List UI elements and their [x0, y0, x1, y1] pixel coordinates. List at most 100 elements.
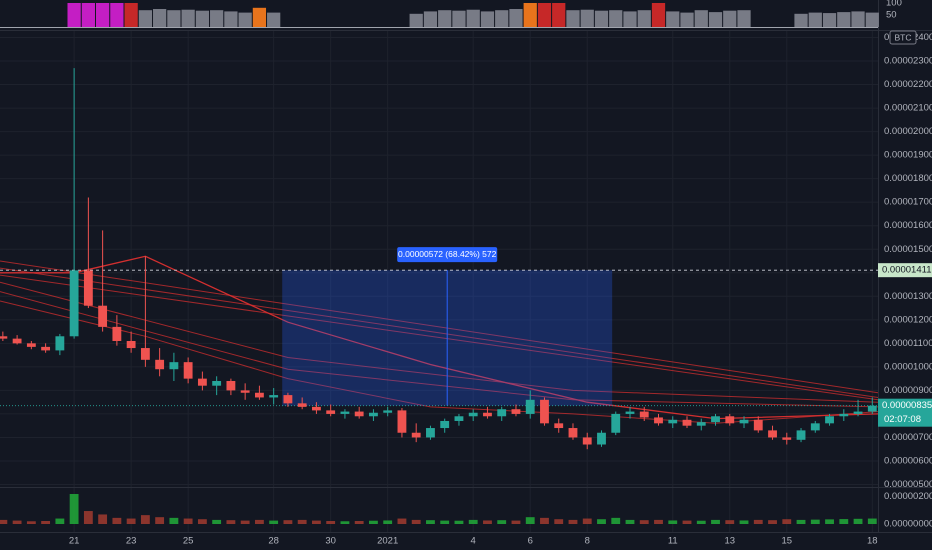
volume-bar	[41, 521, 51, 524]
volume-bar	[468, 519, 478, 524]
candle-body	[796, 430, 806, 440]
ribbon-line	[0, 274, 878, 401]
volume-bar	[497, 520, 507, 524]
volume-bar	[55, 518, 65, 524]
volume-bar	[540, 517, 549, 524]
indicator-bar	[666, 11, 680, 27]
candle-body	[55, 336, 65, 351]
indicator-bar	[822, 13, 837, 27]
indicator-bar	[466, 9, 480, 27]
volume-bar	[525, 517, 535, 524]
volume-tick-label: 0.00000000	[884, 519, 932, 530]
volume-bar	[582, 518, 592, 524]
volume-bar	[226, 520, 236, 524]
candle-body	[126, 340, 136, 349]
candle-body	[426, 428, 435, 438]
candle-body	[725, 416, 735, 424]
candle-body	[810, 423, 820, 431]
candle-body	[454, 416, 464, 421]
ribbon-line	[0, 291, 878, 408]
candle-body	[483, 412, 492, 417]
last-price-label: 0.00000835	[882, 400, 932, 411]
indicator-bar	[708, 12, 723, 27]
indicator-bar	[794, 13, 808, 27]
volume-bar	[126, 518, 136, 524]
indicator-bar	[252, 7, 267, 28]
x-tick-label: 28	[268, 536, 279, 547]
crosshair-price-tag	[878, 263, 932, 278]
currency-label: BTC	[895, 32, 912, 42]
volume-bar	[568, 519, 578, 524]
candle-body	[397, 410, 407, 433]
candle-body	[597, 432, 606, 445]
indicator-bar	[637, 10, 651, 27]
candle-body	[468, 412, 478, 417]
volume-bar	[98, 514, 108, 524]
candle-body	[12, 338, 22, 344]
candle-body	[169, 362, 179, 370]
candle-body	[354, 411, 364, 417]
candle-body	[711, 416, 720, 423]
volume-bar	[26, 521, 36, 524]
volume-bar	[711, 519, 720, 524]
volume-bar	[212, 519, 222, 524]
y-tick-label: 0.00000900	[884, 385, 932, 396]
candle-body	[340, 411, 350, 414]
volume-bar	[426, 520, 435, 524]
volume-bar	[197, 519, 207, 524]
volume-bar	[283, 520, 293, 524]
volume-bar	[782, 519, 792, 524]
countdown-label: 02:07:08	[884, 414, 921, 425]
volume-bar	[796, 519, 806, 524]
volume-bar	[155, 517, 165, 524]
volume-bar	[240, 520, 250, 524]
candle-body	[83, 270, 93, 306]
volume-bar	[554, 519, 564, 524]
candle-body	[625, 411, 635, 414]
volume-bar	[83, 511, 93, 524]
x-tick-label: 15	[781, 536, 792, 547]
indicator-bar	[67, 3, 81, 27]
indicator-bar	[680, 12, 694, 27]
indicator-bar	[566, 10, 580, 27]
volume-bar	[12, 520, 22, 524]
candle-body	[525, 399, 535, 414]
candle-body	[112, 326, 122, 341]
indicator-bar	[694, 10, 708, 27]
volume-bar	[369, 520, 378, 524]
indicator-bar	[723, 10, 737, 27]
indicator-bar	[580, 9, 594, 27]
candle-body	[197, 378, 207, 386]
candle-body	[540, 399, 549, 424]
candle-body	[240, 390, 250, 393]
candle-body	[269, 395, 279, 398]
volume-bar	[69, 494, 79, 524]
candle-body	[654, 417, 663, 424]
currency-badge	[889, 30, 917, 45]
candle-body	[568, 428, 578, 438]
indicator-bar	[124, 3, 138, 27]
candle-body	[369, 412, 378, 417]
volume-bar	[668, 520, 678, 524]
x-tick-label: 2021	[377, 536, 398, 547]
volume-bar	[440, 520, 450, 524]
volume-bar	[739, 520, 749, 524]
candle-body	[682, 419, 692, 426]
volume-bar	[0, 519, 8, 524]
indicator-tick-label: 50	[886, 10, 897, 21]
x-tick-label: 21	[69, 536, 80, 547]
volume-bar	[696, 520, 706, 524]
indicator-bar	[509, 9, 523, 27]
candle-body	[511, 409, 521, 414]
x-tick-label: 30	[325, 536, 336, 547]
candle-body	[611, 413, 621, 433]
volume-bar	[483, 520, 492, 524]
indicator-bar	[865, 12, 879, 27]
volume-bar	[611, 517, 621, 524]
volume-bar	[839, 519, 849, 524]
y-tick-label: 0.00001500	[884, 244, 932, 255]
candle-body	[825, 416, 834, 424]
x-tick-label: 11	[668, 536, 678, 547]
